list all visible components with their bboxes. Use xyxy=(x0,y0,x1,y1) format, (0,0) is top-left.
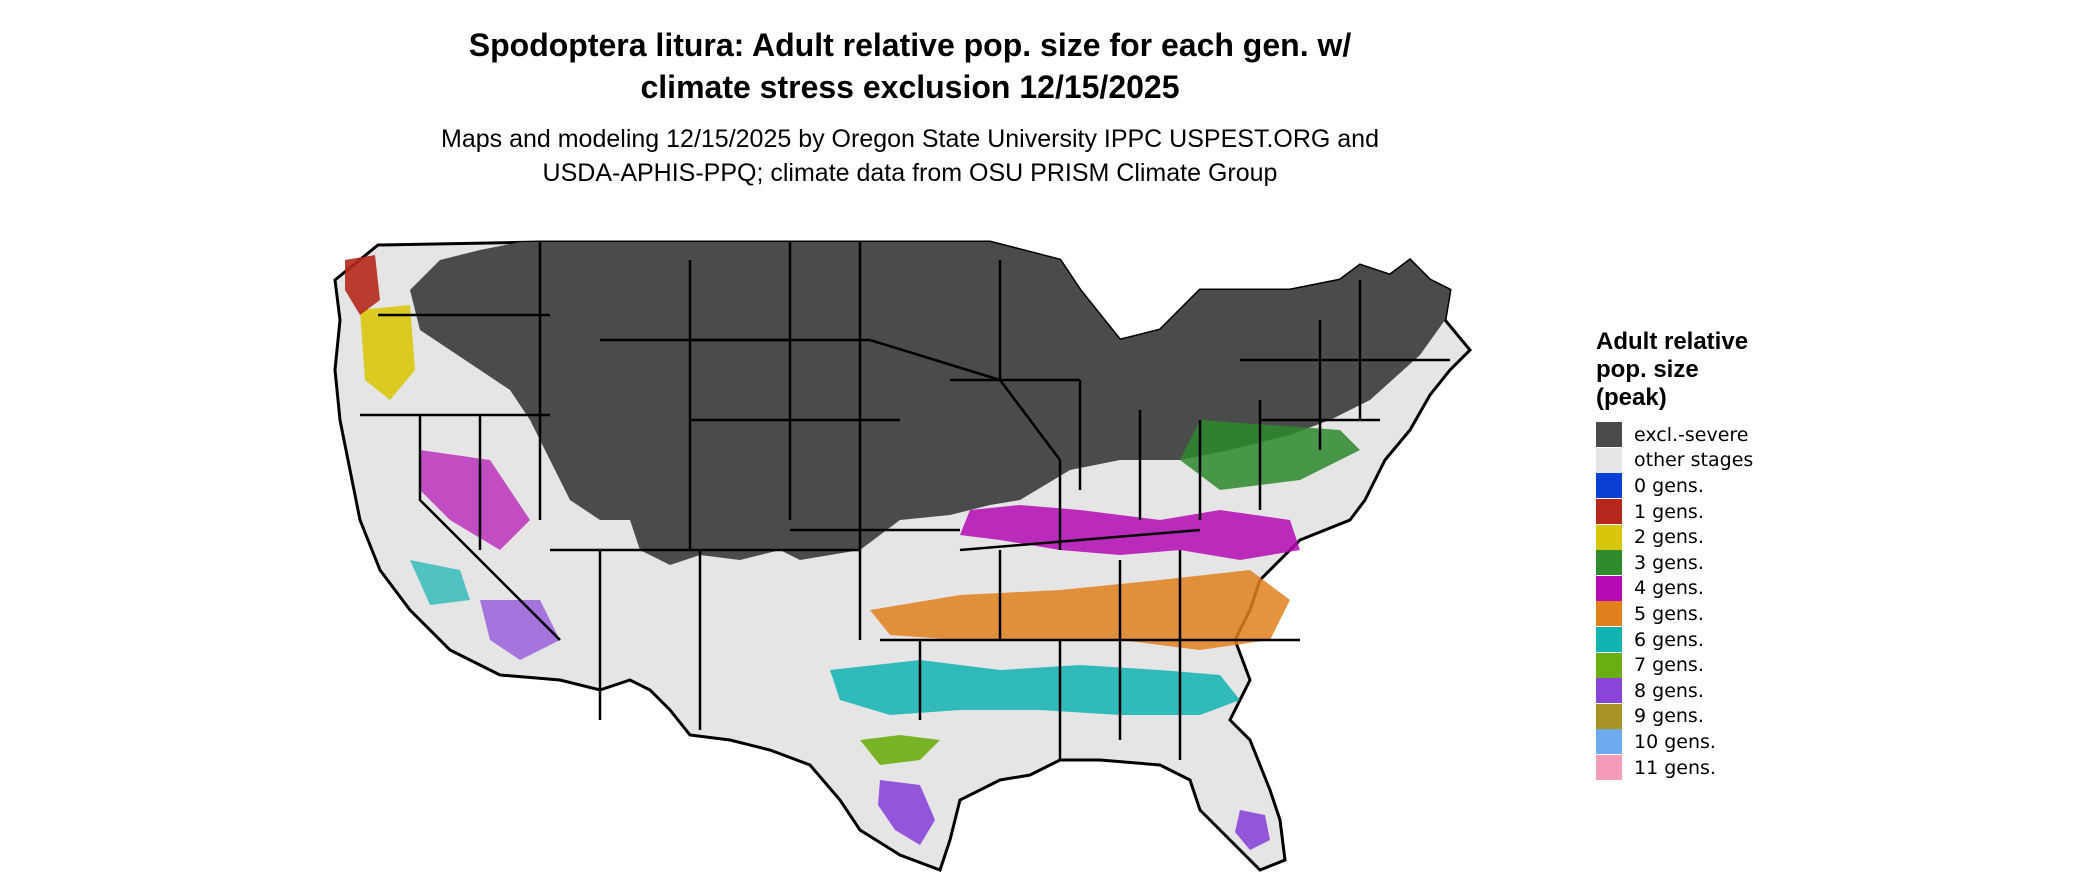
map-subtitle: Maps and modeling 12/15/2025 by Oregon S… xyxy=(0,122,1820,190)
band-8-gens-west xyxy=(480,600,560,660)
band-4-gens-west xyxy=(420,450,530,550)
legend-label: other stages xyxy=(1634,449,1754,472)
band-6-gens-west xyxy=(410,560,470,605)
legend-label: 11 gens. xyxy=(1634,756,1716,779)
legend-title-line-2: pop. size xyxy=(1596,356,1699,383)
state-borders xyxy=(360,242,1450,760)
legend-label: excl.-severe xyxy=(1634,423,1749,446)
legend-label: 4 gens. xyxy=(1634,577,1704,600)
legend-label: 9 gens. xyxy=(1634,705,1704,728)
us-landmass xyxy=(333,240,1473,872)
legend-item: 11 gens. xyxy=(1596,755,1753,781)
map-title: Spodoptera litura: Adult relative pop. s… xyxy=(0,24,1820,108)
legend-swatch xyxy=(1596,678,1622,704)
subtitle-line-1: Maps and modeling 12/15/2025 by Oregon S… xyxy=(441,125,1379,153)
legend-swatch xyxy=(1596,447,1622,473)
legend-title-line-3: (peak) xyxy=(1596,384,1667,411)
subtitle-line-2: USDA-APHIS-PPQ; climate data from OSU PR… xyxy=(542,159,1278,187)
band-2-gens-west xyxy=(360,305,415,400)
legend-swatch xyxy=(1596,550,1622,576)
band-8-gens-texas xyxy=(878,780,935,845)
legend-item: 6 gens. xyxy=(1596,627,1753,653)
legend-label: 0 gens. xyxy=(1634,474,1704,497)
legend-item: 2 gens. xyxy=(1596,524,1753,550)
legend-item: 4 gens. xyxy=(1596,575,1753,602)
us-map xyxy=(333,240,1473,872)
excluded-region xyxy=(410,242,1450,565)
legend-swatch xyxy=(1596,729,1622,755)
title-line-1: Spodoptera litura: Adult relative pop. s… xyxy=(468,27,1352,63)
band-8-gens-florida xyxy=(1235,810,1270,850)
legend-swatch xyxy=(1596,422,1622,448)
legend-swatch xyxy=(1596,755,1622,781)
legend-item: 7 gens. xyxy=(1596,652,1753,678)
band-7-gens xyxy=(860,735,940,765)
legend-label: 1 gens. xyxy=(1634,500,1704,523)
legend-swatch xyxy=(1596,601,1622,627)
legend-label: 5 gens. xyxy=(1634,602,1704,625)
legend-swatch xyxy=(1596,627,1622,653)
map-legend: Adult relative pop. size (peak) excl.-se… xyxy=(1596,328,1754,781)
legend-item: excl.-severe xyxy=(1596,422,1753,448)
title-line-2: climate stress exclusion 12/15/2025 xyxy=(640,69,1180,105)
legend-item: 10 gens. xyxy=(1596,729,1753,755)
band-5-gens xyxy=(870,570,1290,650)
legend-title: Adult relative pop. size (peak) xyxy=(1596,328,1753,412)
legend-label: 7 gens. xyxy=(1634,654,1704,677)
legend-swatch xyxy=(1596,473,1622,499)
legend-items: excl.-severe other stages 0 gens. 1 gens. 2 … xyxy=(1596,422,1754,781)
band-3-gens xyxy=(1180,420,1360,490)
legend-item: 0 gens. xyxy=(1596,473,1753,499)
legend-label: 8 gens. xyxy=(1634,679,1704,702)
legend-swatch xyxy=(1596,652,1622,678)
band-4-gens xyxy=(960,505,1300,560)
legend-swatch xyxy=(1596,703,1622,729)
legend-title-line-1: Adult relative xyxy=(1596,328,1749,355)
legend-label: 3 gens. xyxy=(1634,551,1704,574)
band-1-gens-west xyxy=(345,255,380,315)
legend-swatch xyxy=(1596,524,1622,550)
legend-item: 1 gens. xyxy=(1596,499,1753,525)
legend-item: 3 gens. xyxy=(1596,550,1753,576)
legend-item: 9 gens. xyxy=(1596,703,1753,730)
legend-item: 5 gens. xyxy=(1596,601,1753,627)
legend-swatch xyxy=(1596,499,1622,525)
legend-label: 10 gens. xyxy=(1634,730,1716,753)
legend-label: 2 gens. xyxy=(1634,526,1704,549)
legend-item: other stages xyxy=(1596,447,1754,474)
legend-swatch xyxy=(1596,575,1622,601)
legend-label: 6 gens. xyxy=(1634,628,1704,651)
legend-item: 8 gens. xyxy=(1596,678,1753,704)
band-6-gens xyxy=(830,660,1240,715)
